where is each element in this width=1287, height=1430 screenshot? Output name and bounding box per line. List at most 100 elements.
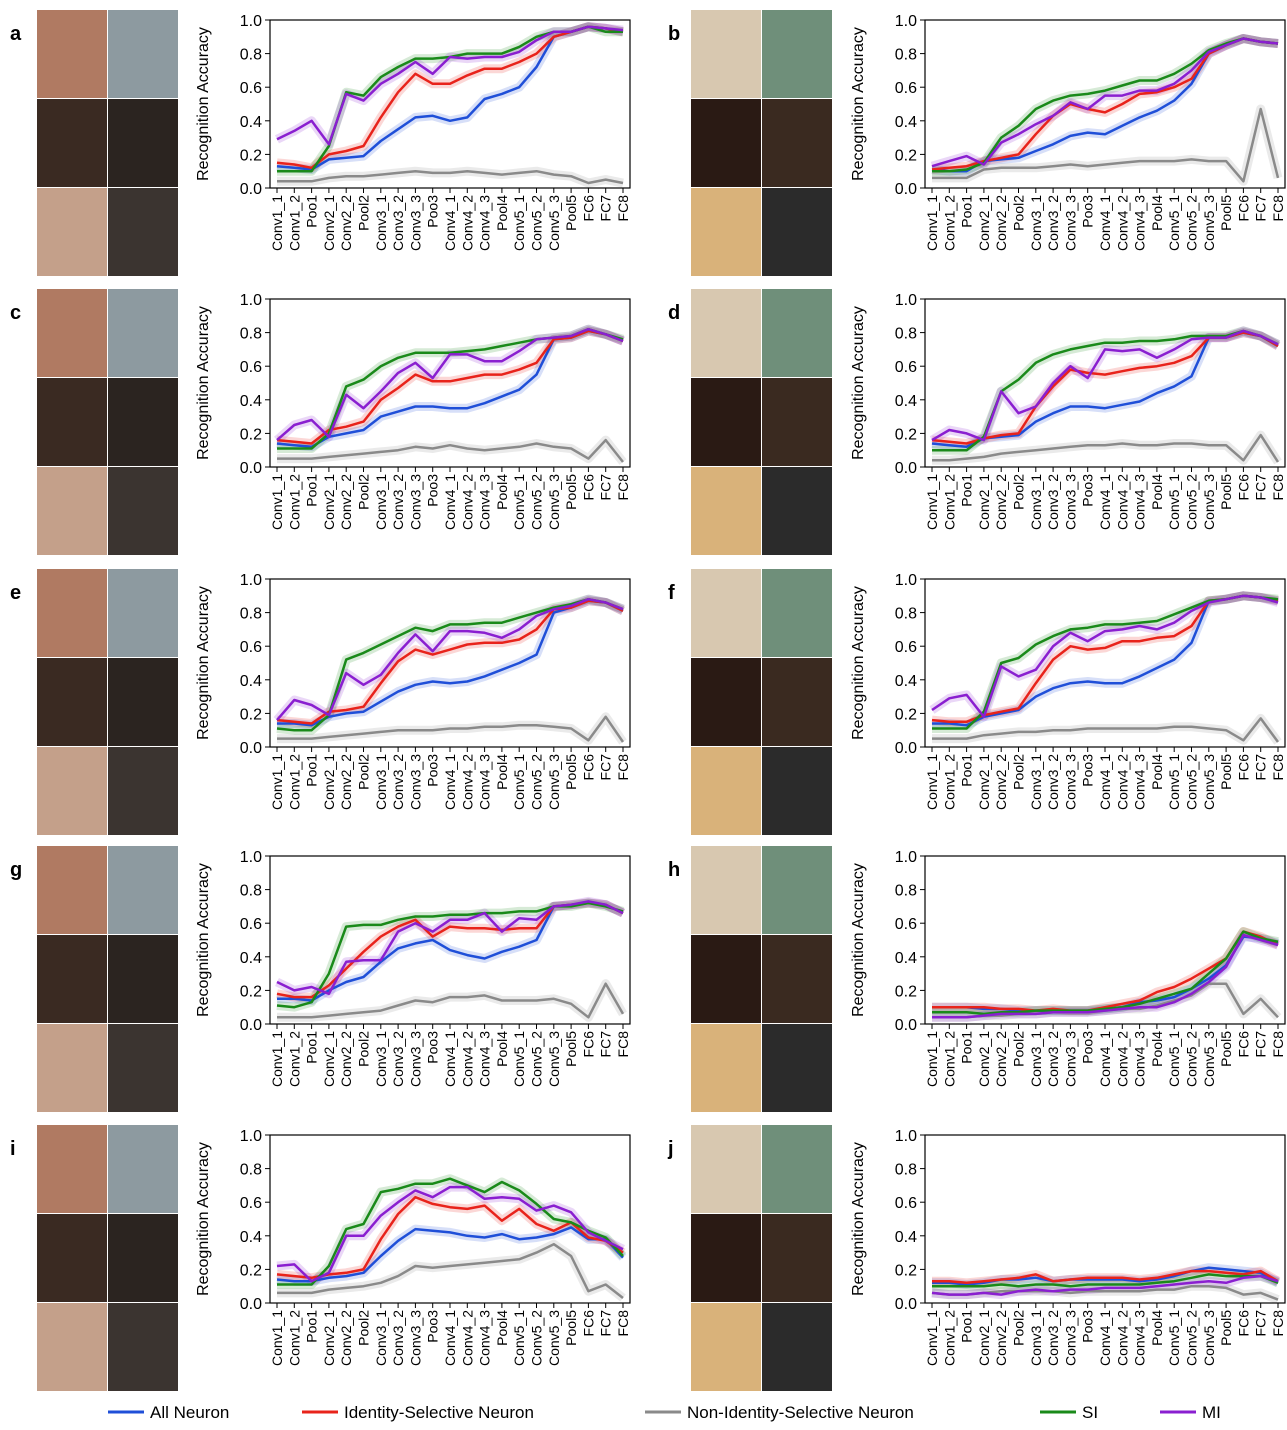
x-tick-label: FC7 <box>598 195 614 222</box>
x-tick-label: FC8 <box>1270 1310 1286 1337</box>
x-tick-label: Conv5_3 <box>546 754 562 810</box>
x-tick-label: Conv2_2 <box>338 474 354 530</box>
thumbnail <box>37 1214 107 1302</box>
x-tick-label: Conv4_2 <box>459 1031 475 1087</box>
y-tick-label: 1.0 <box>240 1128 262 1145</box>
x-tick-label: Conv4_2 <box>1114 1031 1130 1087</box>
x-tick-label: Conv3_3 <box>1062 1310 1078 1366</box>
x-tick-label: Conv5_2 <box>529 1310 545 1366</box>
x-tick-label: Conv3_1 <box>373 1310 389 1366</box>
x-tick-label: Conv5_2 <box>529 195 545 251</box>
x-tick-label: Conv5_1 <box>511 474 527 530</box>
x-tick-label: Conv5_3 <box>1201 474 1217 530</box>
y-tick-label: 0.8 <box>895 883 917 900</box>
y-tick-label: 0.6 <box>895 639 917 656</box>
x-tick-label: Poo1 <box>959 195 975 228</box>
x-tick-label: Conv1_2 <box>286 1310 302 1366</box>
y-tick-label: 0.2 <box>240 983 262 1000</box>
panel-label: h <box>668 859 680 881</box>
x-tick-label: Conv5_1 <box>511 1031 527 1087</box>
thumbnail <box>691 188 761 276</box>
x-tick-label: Conv5_3 <box>546 1310 562 1366</box>
x-tick-label: FC8 <box>1270 754 1286 781</box>
x-tick-label: Conv3_1 <box>373 754 389 810</box>
thumbnail <box>37 935 107 1023</box>
y-tick-label: 0.4 <box>240 950 262 967</box>
y-tick-label: 1.0 <box>895 572 917 589</box>
x-tick-label: Conv1_1 <box>924 1031 940 1087</box>
x-tick-label: Conv5_2 <box>529 754 545 810</box>
x-tick-label: Conv5_2 <box>1184 195 1200 251</box>
x-tick-label: Conv2_1 <box>321 1031 337 1087</box>
panel-label: g <box>10 859 22 881</box>
x-tick-label: Conv5_2 <box>529 474 545 530</box>
x-tick-label: Conv5_3 <box>1201 1031 1217 1087</box>
x-tick-label: Conv3_1 <box>1028 1031 1044 1087</box>
thumbnail <box>37 658 107 746</box>
x-tick-label: Pool2 <box>1011 1310 1027 1346</box>
x-tick-label: FC8 <box>1270 474 1286 501</box>
thumbnail <box>108 569 178 657</box>
x-tick-label: Pool4 <box>494 1310 510 1346</box>
y-tick-label: 1.0 <box>240 572 262 589</box>
y-tick-label: 1.0 <box>240 849 262 866</box>
series-band <box>932 39 1278 170</box>
x-tick-label: Conv4_1 <box>1097 474 1113 530</box>
x-tick-label: Pool2 <box>1011 754 1027 790</box>
y-axis-label: Recognition Accuracy <box>850 27 867 181</box>
x-tick-label: Pool5 <box>1218 1031 1234 1067</box>
series-band <box>932 331 1278 440</box>
x-tick-label: FC6 <box>1235 1310 1251 1337</box>
x-tick-label: Conv3_3 <box>407 1031 423 1087</box>
thumbnail <box>37 99 107 187</box>
x-tick-label: Pool2 <box>1011 1031 1027 1067</box>
y-tick-label: 0.8 <box>240 883 262 900</box>
x-tick-label: Pool5 <box>563 195 579 231</box>
y-tick-label: 0.4 <box>240 1229 262 1246</box>
thumbnail <box>691 935 761 1023</box>
thumbnail <box>37 188 107 276</box>
y-tick-label: 0.2 <box>895 983 917 1000</box>
x-tick-label: Pool4 <box>494 1031 510 1067</box>
x-tick-label: Conv5_2 <box>529 1031 545 1087</box>
series-band <box>932 39 1278 172</box>
y-tick-label: 0.4 <box>895 950 917 967</box>
y-tick-label: 1.0 <box>895 292 917 309</box>
panel-label: i <box>10 1138 16 1160</box>
x-tick-label: Conv1_2 <box>941 474 957 530</box>
thumbnail <box>108 1303 178 1391</box>
y-tick-label: 0.2 <box>240 426 262 443</box>
thumbnail <box>762 658 832 746</box>
thumbnail <box>691 10 761 98</box>
y-tick-label: 0.4 <box>240 673 262 690</box>
x-tick-label: Conv4_1 <box>442 754 458 810</box>
y-tick-label: 0.8 <box>895 47 917 64</box>
x-tick-label: Pool2 <box>356 195 372 231</box>
x-tick-label: FC8 <box>615 474 631 501</box>
y-axis-label: Recognition Accuracy <box>195 863 212 1017</box>
x-tick-label: FC7 <box>1253 195 1269 222</box>
x-tick-label: FC8 <box>1270 195 1286 222</box>
x-tick-label: Conv2_2 <box>338 1031 354 1087</box>
x-tick-label: Conv1_1 <box>269 1031 285 1087</box>
x-tick-label: Conv2_2 <box>993 754 1009 810</box>
x-tick-label: Conv4_3 <box>1132 474 1148 530</box>
x-tick-label: Conv4_1 <box>442 1310 458 1366</box>
thumbnail <box>108 747 178 835</box>
x-tick-label: Conv3_3 <box>407 474 423 530</box>
x-tick-label: FC8 <box>615 1031 631 1058</box>
x-tick-label: Conv4_3 <box>1132 1031 1148 1087</box>
thumbnail <box>691 1303 761 1391</box>
x-tick-label: Conv1_1 <box>924 195 940 251</box>
x-tick-label: Conv5_3 <box>1201 754 1217 810</box>
x-tick-label: Conv2_2 <box>338 195 354 251</box>
y-tick-label: 0.0 <box>895 460 917 477</box>
x-tick-label: FC6 <box>580 1031 596 1058</box>
thumbnail <box>762 1214 832 1302</box>
thumbnail <box>108 1024 178 1112</box>
x-tick-label: Conv4_1 <box>442 474 458 530</box>
y-tick-label: 0.2 <box>895 706 917 723</box>
x-tick-label: Pool4 <box>1149 474 1165 510</box>
thumbnail <box>762 467 832 555</box>
figure: aRecognition Accuracy0.00.20.40.60.81.0C… <box>0 0 1287 1430</box>
